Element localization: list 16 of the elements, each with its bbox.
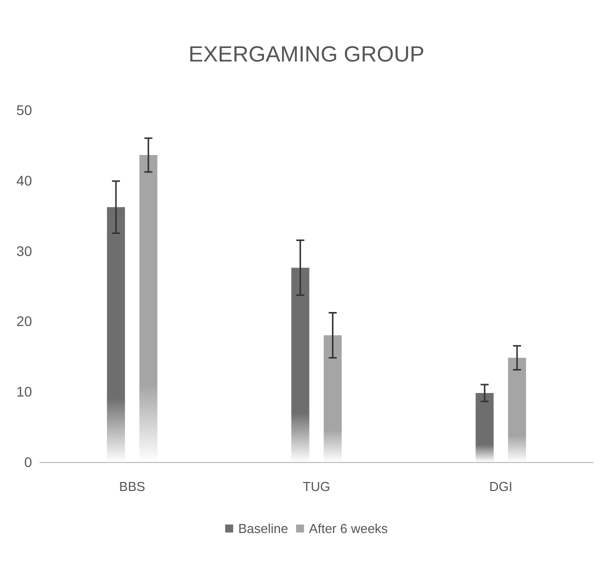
y-tick-label: 20: [16, 313, 32, 330]
bar: [324, 335, 342, 462]
x-tick-label: TUG: [302, 479, 330, 494]
bar: [476, 393, 494, 462]
legend-label: Baseline: [238, 521, 288, 536]
chart-title: EXERGAMING GROUP: [188, 42, 424, 66]
y-tick-label: 40: [16, 172, 32, 188]
legend-label: After 6 weeks: [309, 521, 388, 536]
y-tick-label: 0: [24, 454, 32, 470]
y-tick-label: 50: [16, 102, 32, 118]
bar: [291, 268, 310, 462]
bar: [508, 358, 526, 462]
y-tick-label: 10: [16, 384, 32, 400]
x-tick-label: BBS: [119, 479, 146, 494]
y-tick-label: 30: [16, 242, 32, 259]
x-tick-label: DGI: [489, 479, 512, 494]
